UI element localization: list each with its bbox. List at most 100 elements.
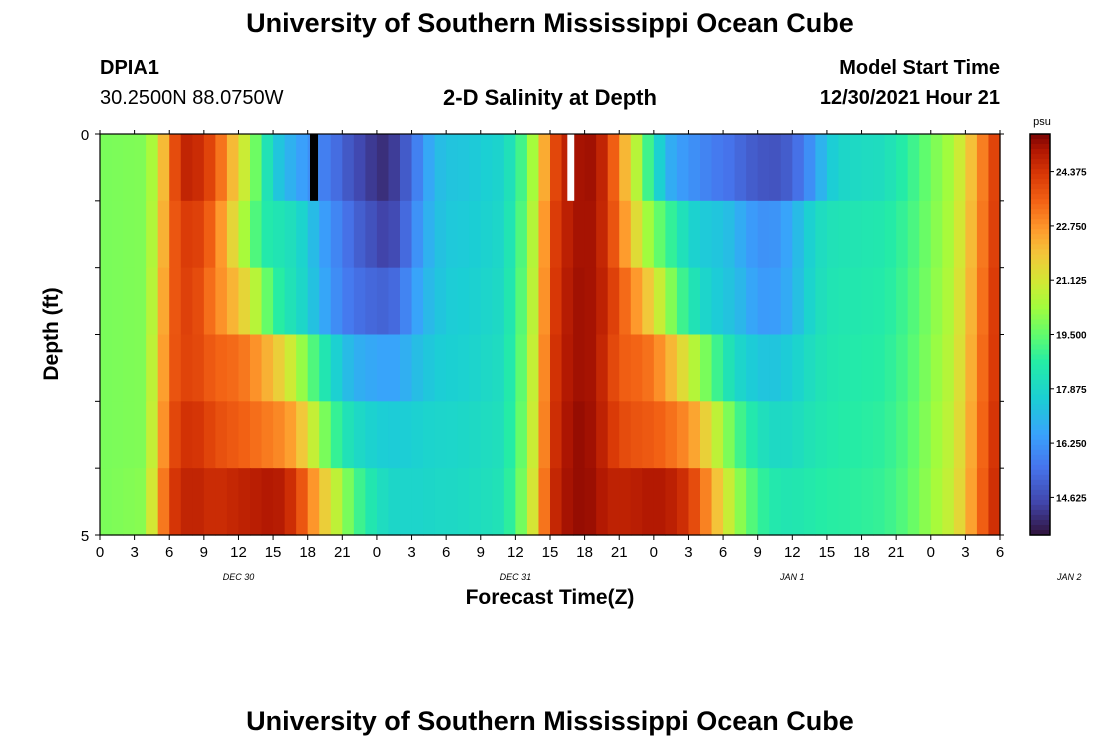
colorbar-segment [1030, 489, 1050, 496]
heatmap-cell [884, 334, 897, 402]
heatmap-cell [423, 134, 436, 202]
heatmap-cell [919, 334, 932, 402]
colorbar-segment [1030, 169, 1050, 175]
heatmap-cell [342, 267, 355, 336]
heatmap-cell [319, 401, 332, 469]
heatmap-cell [515, 334, 528, 402]
heatmap-cell [803, 134, 816, 202]
heatmap-cell [642, 267, 655, 336]
heatmap-cell [896, 134, 909, 202]
heatmap-cell [780, 468, 793, 536]
x-tick-label: 21 [334, 544, 351, 561]
x-tick-label: 0 [650, 544, 658, 561]
heatmap-cell [238, 267, 251, 336]
heatmap-cell [596, 334, 609, 402]
heatmap-cell [261, 267, 274, 336]
heatmap-cell [538, 267, 551, 336]
colorbar-segment [1030, 319, 1050, 326]
heatmap-cell [376, 267, 390, 336]
colorbar-segment [1030, 479, 1050, 486]
heatmap-cell [342, 468, 355, 536]
heatmap-cell [353, 267, 366, 336]
colorbar-segment [1030, 289, 1050, 295]
heatmap-cell [215, 267, 228, 336]
heatmap-cell [769, 468, 782, 536]
heatmap-cell [769, 267, 782, 336]
heatmap-cell [676, 134, 690, 202]
heatmap-cell [757, 200, 770, 269]
heatmap-cell [319, 267, 332, 336]
date-label: JAN 1 [779, 572, 805, 582]
heatmap-cell [711, 134, 724, 202]
colorbar-segment [1030, 499, 1050, 506]
colorbar-segment [1030, 434, 1050, 441]
heatmap-cell [526, 267, 540, 336]
heatmap-cell [330, 468, 343, 536]
missing-data-mark-black [310, 134, 319, 201]
heatmap-cell [976, 200, 990, 269]
x-tick-label: 18 [299, 544, 316, 561]
heatmap-cell [273, 134, 286, 202]
heatmap-cell [884, 401, 897, 469]
heatmap-cell [503, 134, 516, 202]
salinity-depth-chart: 0 3 6 9 12 15 18 21 0 3 6 9 12 15 18 21 0 3 6 9 12 15 18 21 0 3 6 D… [40, 116, 1087, 609]
heatmap-cell [734, 134, 747, 202]
x-tick-label: 18 [853, 544, 870, 561]
heatmap-cell [434, 200, 447, 269]
colorbar-segment [1030, 359, 1050, 366]
heatmap-cell [965, 334, 978, 402]
colorbar-segment [1030, 464, 1050, 471]
heatmap-cell [400, 468, 413, 536]
y-axis: 05 [81, 127, 1004, 545]
heatmap-cell [400, 267, 413, 336]
heatmap-cell [146, 401, 159, 469]
heatmap-cell [826, 401, 840, 469]
heatmap-cell [319, 334, 332, 402]
heatmap-cell [850, 200, 863, 269]
colorbar-segment [1030, 154, 1050, 160]
heatmap-cell [723, 200, 736, 269]
heatmap-cell [757, 134, 770, 202]
heatmap-cell [353, 334, 366, 402]
heatmap-cell [965, 468, 978, 536]
heatmap-cell [907, 200, 920, 269]
colorbar-segment [1030, 164, 1050, 170]
heatmap-cell [676, 267, 690, 336]
heatmap-cell [965, 134, 978, 202]
colorbar-segment [1030, 469, 1050, 476]
heatmap-cell [538, 134, 551, 202]
heatmap-cell [607, 200, 620, 269]
heatmap-cell [446, 401, 459, 469]
heatmap-cell [203, 134, 216, 202]
heatmap-cell [907, 134, 920, 202]
colorbar-segment [1030, 444, 1050, 451]
heatmap-cell [630, 267, 643, 336]
colorbar-segment [1030, 294, 1050, 301]
heatmap-cell [180, 134, 193, 202]
heatmap-cell [100, 267, 113, 336]
heatmap-cell [665, 334, 678, 402]
heatmap-cell [353, 134, 366, 202]
heatmap-cell [653, 134, 666, 202]
heatmap-cell [688, 334, 701, 402]
colorbar-segment [1030, 424, 1050, 431]
heatmap-cell [976, 401, 990, 469]
heatmap-cell [596, 401, 609, 469]
heatmap-cell [526, 200, 540, 269]
heatmap-cell [400, 334, 413, 402]
heatmap-cell [365, 267, 378, 336]
x-tick-label: 12 [507, 544, 524, 561]
heatmap-cell [365, 468, 378, 536]
heatmap-cell [365, 134, 378, 202]
colorbar-segment [1030, 389, 1050, 396]
heatmap-cell [826, 267, 840, 336]
heatmap-cell [734, 401, 747, 469]
colorbar-segment [1030, 214, 1050, 220]
colorbar-segment [1030, 529, 1050, 536]
heatmap-cell [319, 468, 332, 536]
heatmap-cell [192, 134, 205, 202]
heatmap-cell [734, 334, 747, 402]
colorbar-segment [1030, 414, 1050, 421]
y-axis-title: Depth (ft) [40, 287, 63, 380]
heatmap-cell [550, 134, 563, 202]
